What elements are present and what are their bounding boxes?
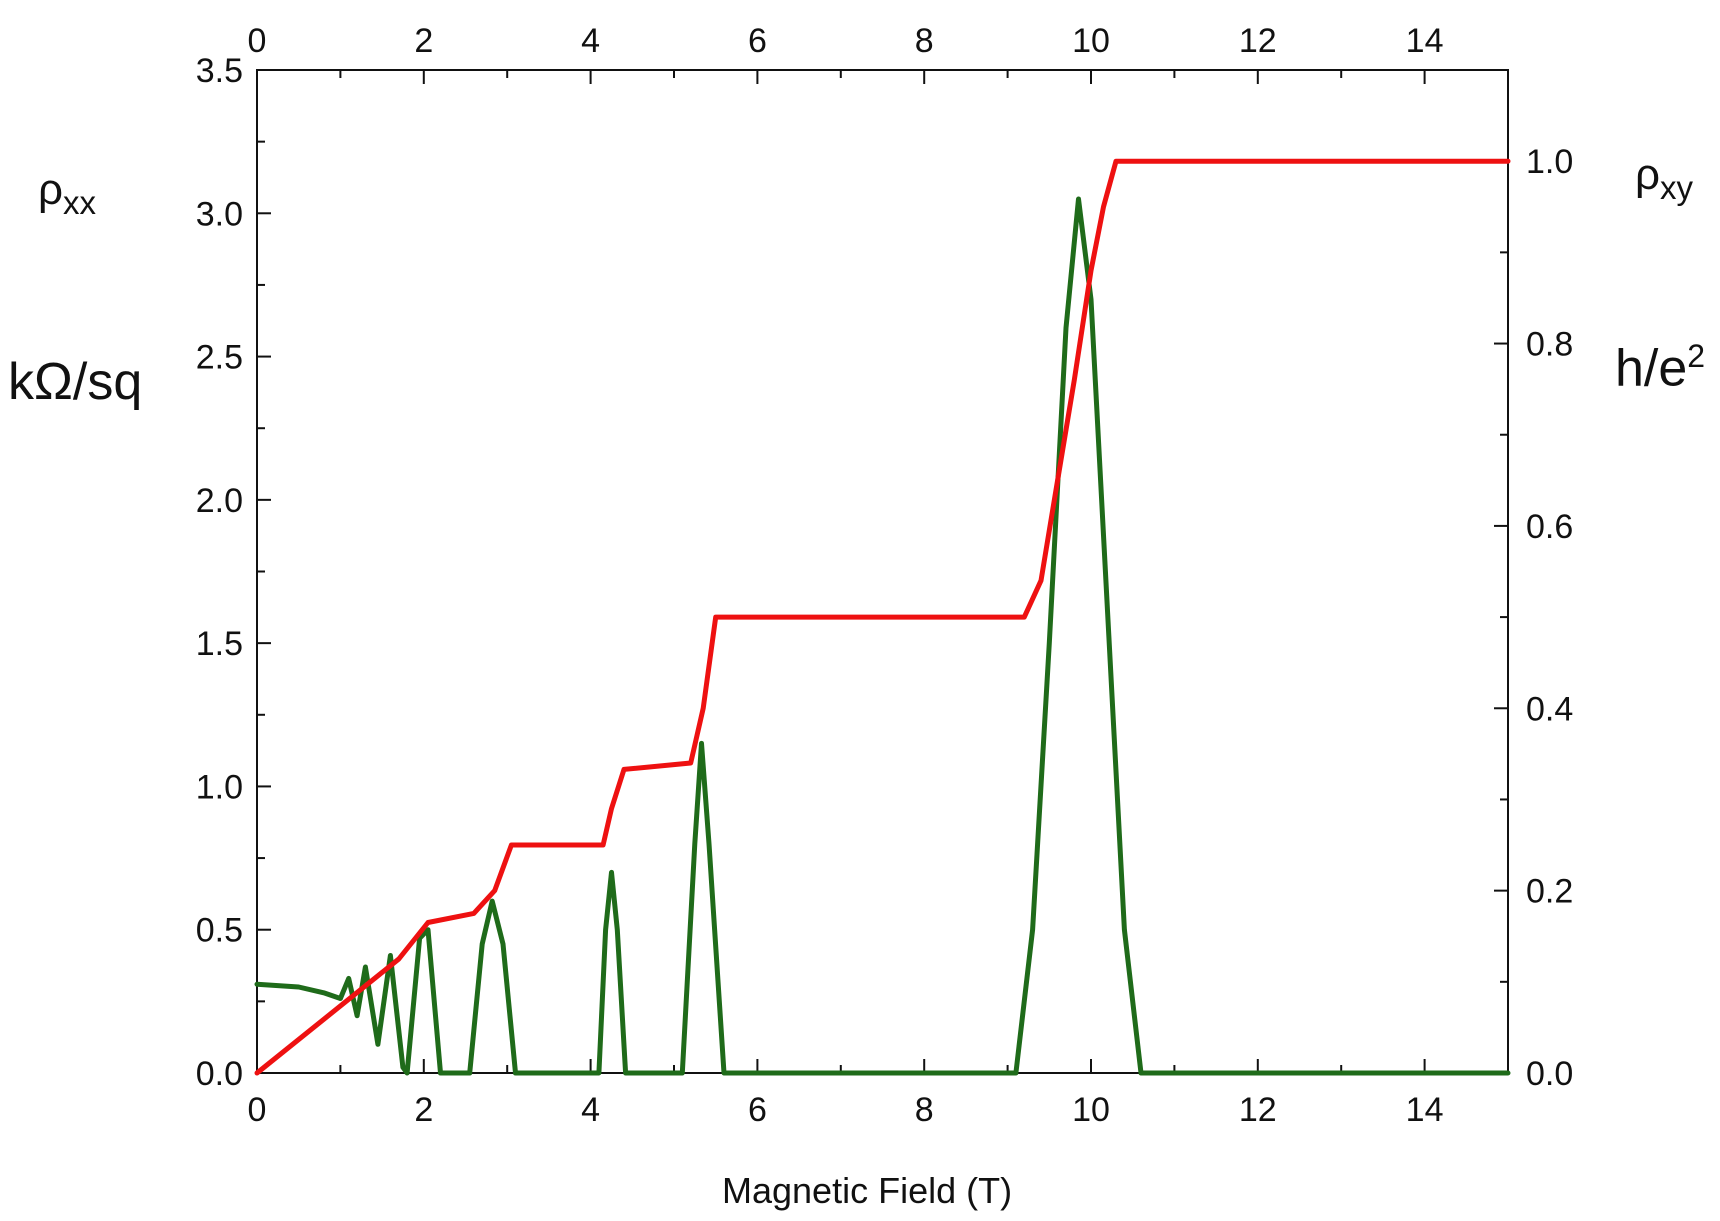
x-tick-label-bottom: 2 [414,1091,433,1129]
right-y-tick-label: 0.4 [1526,690,1573,728]
x-tick-label-top: 6 [748,22,767,60]
x-tick-label-top: 12 [1239,22,1277,60]
left-y-tick-label: 1.5 [196,625,243,663]
x-tick-label-bottom: 0 [248,1091,267,1129]
tick-labels: 0 0 2 2 4 4 6 6 8 8 10 10 12 12 14 14 0.0 0.5 1.0 1.5 2.0 2.5… [196,22,1574,1129]
left-y-tick-label: 2.0 [196,482,243,520]
x-tick-label-top: 0 [248,22,267,60]
x-tick-label-bottom: 12 [1239,1091,1277,1129]
right-y-tick-label: 0.8 [1526,326,1573,364]
left-axis-label: ρxx [38,165,97,221]
x-tick-label-bottom: 10 [1072,1091,1110,1129]
series-layer [254,158,1511,1076]
left-y-tick-label: 2.5 [196,339,243,377]
x-tick-label-bottom: 8 [915,1091,934,1129]
x-tick-label-top: 8 [915,22,934,60]
x-tick-label-top: 4 [581,22,600,60]
left-y-tick-label: 1.0 [196,768,243,806]
right-y-tick-label: 0.0 [1526,1055,1573,1093]
left-y-tick-label: 3.0 [196,195,243,233]
x-axis-label: Magnetic Field (T) [722,1170,1013,1211]
right-y-tick-label: 1.0 [1526,143,1573,181]
left-y-tick-label: 0.0 [196,1055,243,1093]
right-axis-label: ρxy [1635,150,1694,206]
x-tick-label-top: 2 [414,22,433,60]
plot-frame [256,69,1509,1074]
x-tick-label-top: 10 [1072,22,1110,60]
left-y-tick-label: 0.5 [196,912,243,950]
left-y-tick-label: 3.5 [196,52,243,90]
rho-xy-series-line [254,158,1511,1076]
x-tick-label-bottom: 14 [1406,1091,1444,1129]
rho-xx-series-line [254,196,1511,1076]
left-axis-unit: kΩ/sq [8,353,143,411]
right-y-tick-label: 0.6 [1526,508,1573,546]
right-axis-unit: h/e2 [1615,338,1706,398]
axis-ticks [256,69,1509,1074]
x-tick-label-bottom: 6 [748,1091,767,1129]
right-y-tick-label: 0.2 [1526,873,1573,911]
x-tick-label-top: 14 [1406,22,1444,60]
x-tick-label-bottom: 4 [581,1091,600,1129]
